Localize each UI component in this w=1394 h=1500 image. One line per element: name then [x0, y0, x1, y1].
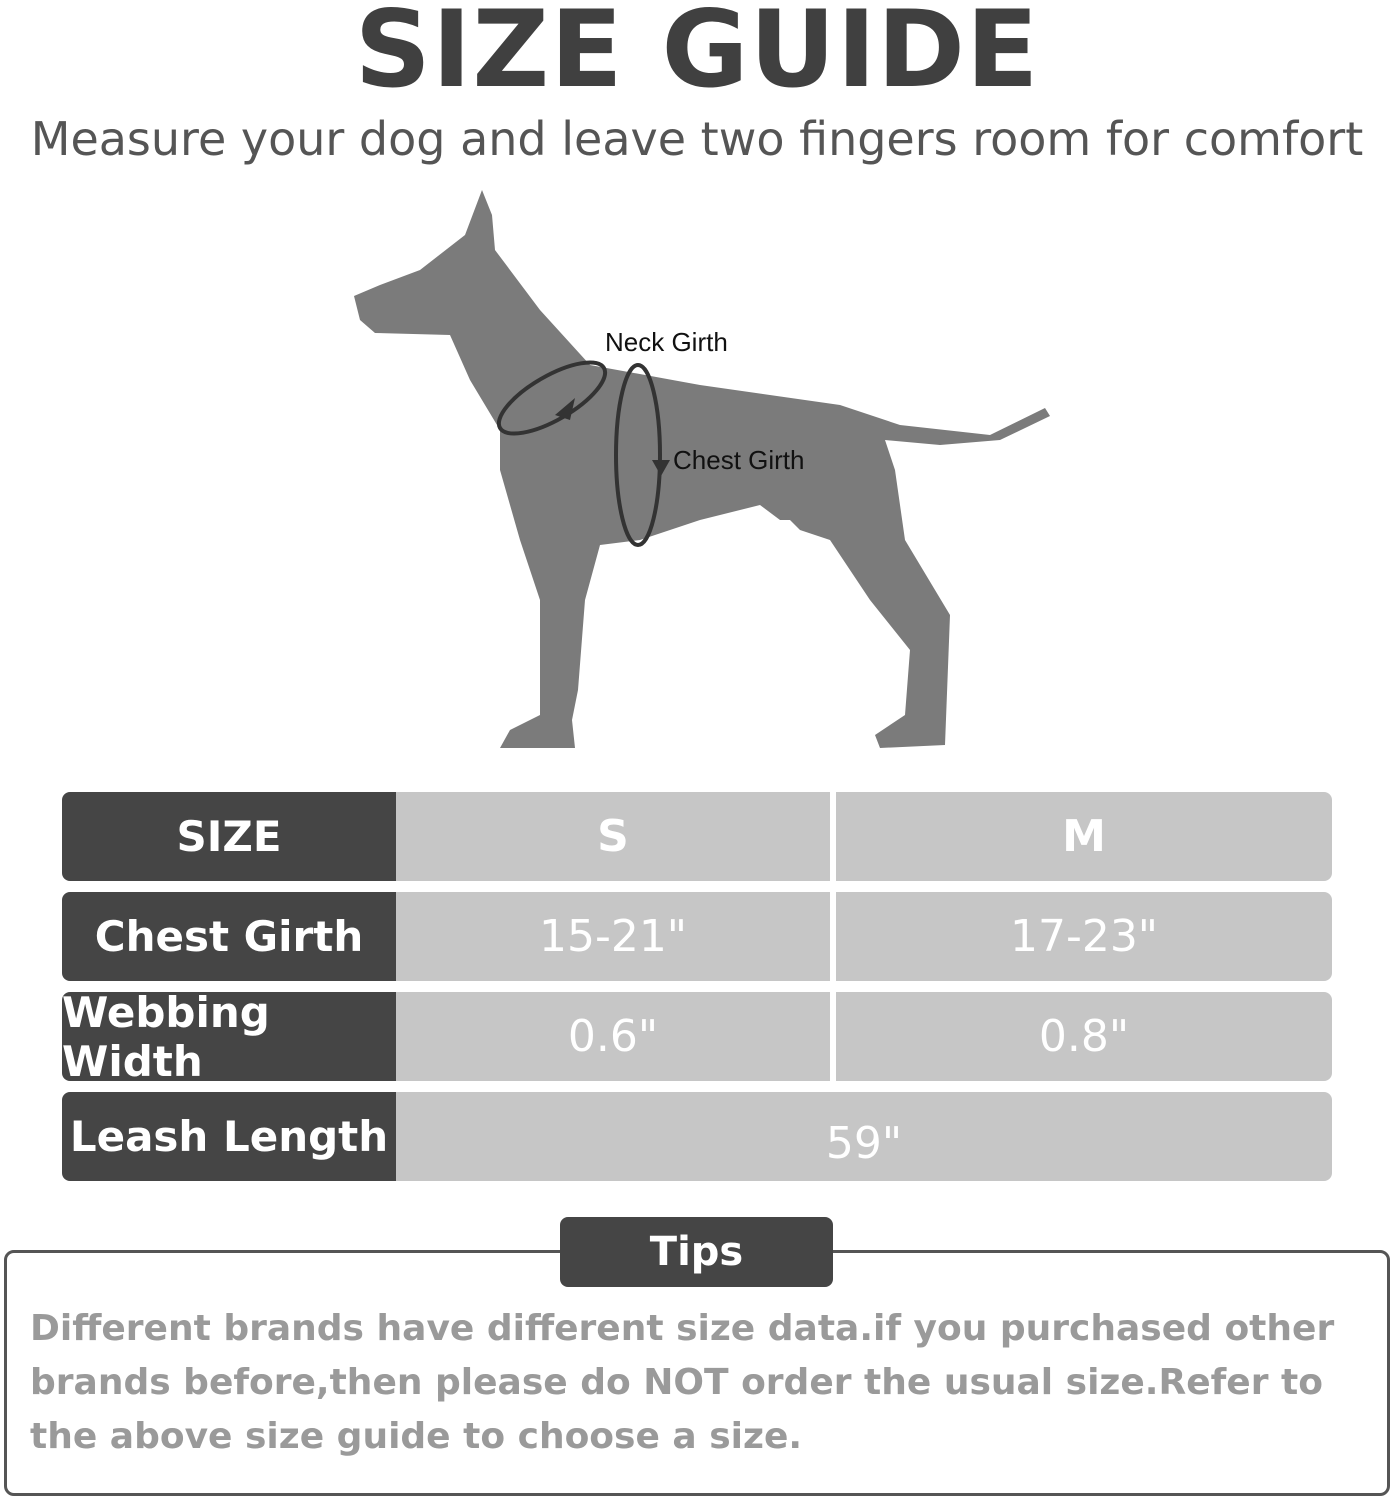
subtitle: Measure your dog and leave two fingers r… — [30, 112, 1364, 166]
tips-text: Different brands have different size dat… — [30, 1308, 1335, 1457]
neck-girth-label: Neck Girth — [605, 327, 728, 357]
dog-measurement-diagram: Neck Girth Chest Girth — [354, 190, 1050, 748]
size-header: SIZE — [62, 792, 396, 881]
tips-label: Tips — [560, 1217, 833, 1287]
size-m-header: M — [836, 792, 1332, 881]
chest-girth-ring — [614, 363, 662, 547]
row-label: Chest Girth — [62, 892, 396, 981]
chest-arrow-icon — [652, 460, 670, 476]
table-row: Chest Girth 15-21" 17-23" — [62, 892, 1332, 981]
dog-silhouette — [354, 190, 1050, 748]
row-label: Leash Length — [62, 1092, 396, 1181]
table-row: Leash Length 59" — [62, 1092, 1332, 1181]
neck-arrow-icon — [555, 398, 575, 420]
cell-s: 15-21" — [396, 892, 830, 981]
table-row: Webbing Width 0.6" 0.8" — [62, 988, 1332, 1086]
size-s-header: S — [396, 792, 830, 881]
table-header-row: SIZE S M — [62, 792, 1332, 881]
cell-s: 0.6" — [396, 992, 830, 1081]
cell-m: 0.8" — [836, 992, 1332, 1081]
cell-m: 17-23" — [836, 892, 1332, 981]
leash-length-value: 59" — [396, 1092, 1332, 1181]
row-label: Webbing Width — [62, 988, 396, 1086]
page-title: SIZE GUIDE — [354, 0, 1040, 111]
chest-girth-label: Chest Girth — [673, 445, 805, 475]
